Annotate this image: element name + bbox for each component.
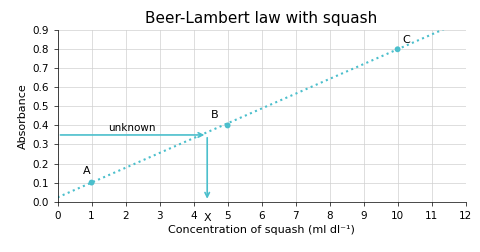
Point [394,47,401,51]
Y-axis label: Absorbance: Absorbance [18,83,28,149]
X-axis label: Concentration of squash (ml dl⁻¹): Concentration of squash (ml dl⁻¹) [168,225,355,235]
Text: unknown: unknown [108,123,156,133]
Text: B: B [211,110,218,120]
Text: A: A [83,166,91,176]
Point [88,180,96,184]
Text: X: X [204,213,211,223]
Title: Beer-Lambert law with squash: Beer-Lambert law with squash [145,11,378,26]
Point [224,123,231,128]
Text: C: C [403,35,410,45]
